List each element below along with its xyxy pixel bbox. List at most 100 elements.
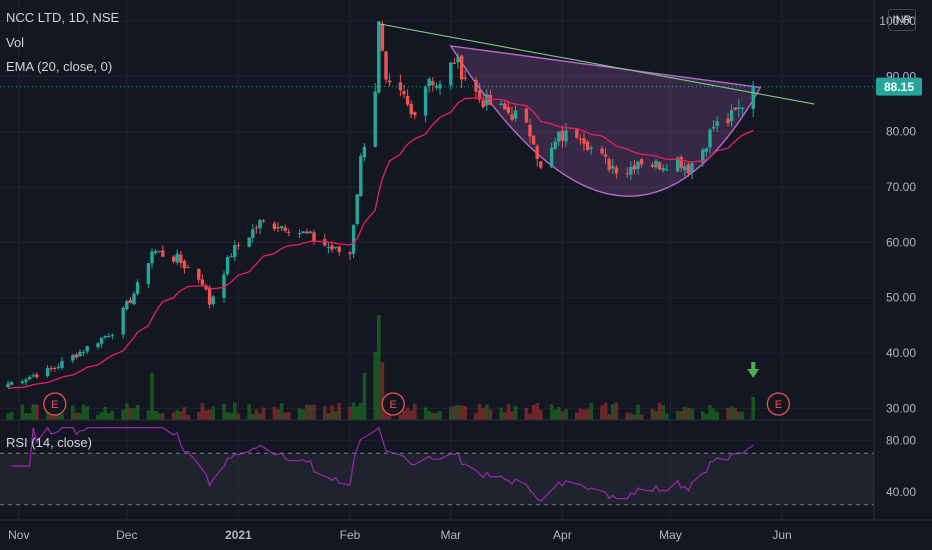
- volume-bar: [675, 410, 680, 420]
- volume-bar: [161, 413, 165, 420]
- rsi-pane: [0, 426, 874, 506]
- volume-bar: [254, 409, 259, 420]
- candle: [254, 227, 259, 229]
- candle: [308, 231, 313, 234]
- volume-bar: [20, 404, 25, 420]
- volume-bar: [384, 412, 388, 420]
- volume-bar: [211, 406, 215, 420]
- candle: [740, 107, 745, 109]
- volume-bar: [308, 405, 313, 420]
- candle: [553, 141, 557, 149]
- candle: [96, 343, 100, 348]
- candle: [456, 57, 460, 63]
- volume-bar: [485, 404, 489, 420]
- volume-bar: [629, 413, 633, 420]
- candle: [585, 141, 590, 151]
- candle: [222, 274, 226, 298]
- candle: [305, 231, 309, 234]
- earnings-marker-label: E: [390, 399, 397, 411]
- candle: [297, 233, 302, 235]
- candle: [474, 79, 478, 92]
- candle: [413, 112, 417, 116]
- volume-bar: [564, 409, 568, 420]
- candle: [128, 299, 133, 303]
- candle: [99, 337, 104, 344]
- ema-legend[interactable]: EMA (20, close, 0): [6, 59, 113, 74]
- candle: [200, 279, 205, 285]
- volume-bar: [337, 403, 341, 420]
- volume-bar: [305, 404, 309, 420]
- volume-legend[interactable]: Vol: [6, 35, 25, 50]
- candle: [488, 94, 493, 105]
- candle: [564, 130, 568, 142]
- candle: [690, 163, 694, 173]
- candle: [449, 62, 453, 86]
- volume-bar: [665, 413, 669, 420]
- candle: [323, 239, 327, 246]
- currency-button[interactable]: INR: [888, 9, 916, 31]
- candle: [729, 110, 734, 122]
- candle: [531, 135, 536, 145]
- volume-bar: [35, 404, 39, 420]
- volume-bar: [614, 402, 619, 420]
- volume-bar: [585, 408, 590, 420]
- candle: [31, 375, 35, 377]
- candle: [380, 23, 385, 51]
- candle: [402, 91, 406, 95]
- volume-bar: [110, 410, 115, 420]
- rsi-legend[interactable]: RSI (14, close): [6, 435, 92, 450]
- volume-bar: [153, 411, 158, 420]
- volume-bar: [686, 407, 691, 420]
- trendline: [378, 23, 815, 105]
- volume-bar: [409, 410, 413, 420]
- candle: [675, 157, 680, 172]
- candle: [639, 159, 644, 165]
- candle: [654, 160, 658, 168]
- volume-bar: [704, 414, 709, 420]
- candle: [20, 381, 25, 384]
- volume-bar: [431, 412, 435, 420]
- candle: [704, 148, 709, 152]
- candle: [78, 351, 82, 357]
- candles: [6, 20, 755, 388]
- candle: [132, 293, 136, 305]
- candle: [359, 155, 363, 197]
- candle: [103, 335, 107, 338]
- candle: [236, 245, 241, 247]
- volume-bar: [348, 406, 352, 420]
- ema-line: [7, 97, 754, 390]
- candle: [557, 131, 561, 142]
- volume-bar: [575, 412, 579, 420]
- candle: [582, 138, 586, 144]
- volume-bar: [456, 405, 460, 420]
- volume-bar: [355, 406, 359, 420]
- volume-bar: [333, 411, 338, 420]
- candle: [153, 251, 158, 254]
- volume-bar: [222, 403, 226, 420]
- volume-bar: [251, 413, 255, 420]
- symbol-legend[interactable]: NCC LTD, 1D, NSE: [6, 10, 120, 25]
- candle: [74, 354, 79, 358]
- candle: [513, 110, 518, 119]
- candle: [276, 227, 280, 229]
- volume-bar: [85, 406, 89, 420]
- candle: [197, 269, 201, 280]
- time-tick-label: Feb: [340, 528, 361, 542]
- volume-bar: [279, 403, 284, 420]
- volume-bar: [135, 405, 140, 420]
- candle: [301, 231, 305, 234]
- volume-bar: [679, 411, 683, 420]
- volume-bar: [312, 404, 316, 420]
- volume-bar: [528, 413, 532, 420]
- candle: [535, 146, 539, 159]
- volume-bar: [531, 404, 536, 420]
- candle: [348, 252, 352, 255]
- candle: [409, 103, 413, 115]
- volume-bar: [78, 413, 82, 420]
- candle: [503, 103, 507, 110]
- volume-bar: [362, 372, 367, 420]
- down-arrow-icon: [747, 362, 760, 378]
- candle: [53, 367, 57, 369]
